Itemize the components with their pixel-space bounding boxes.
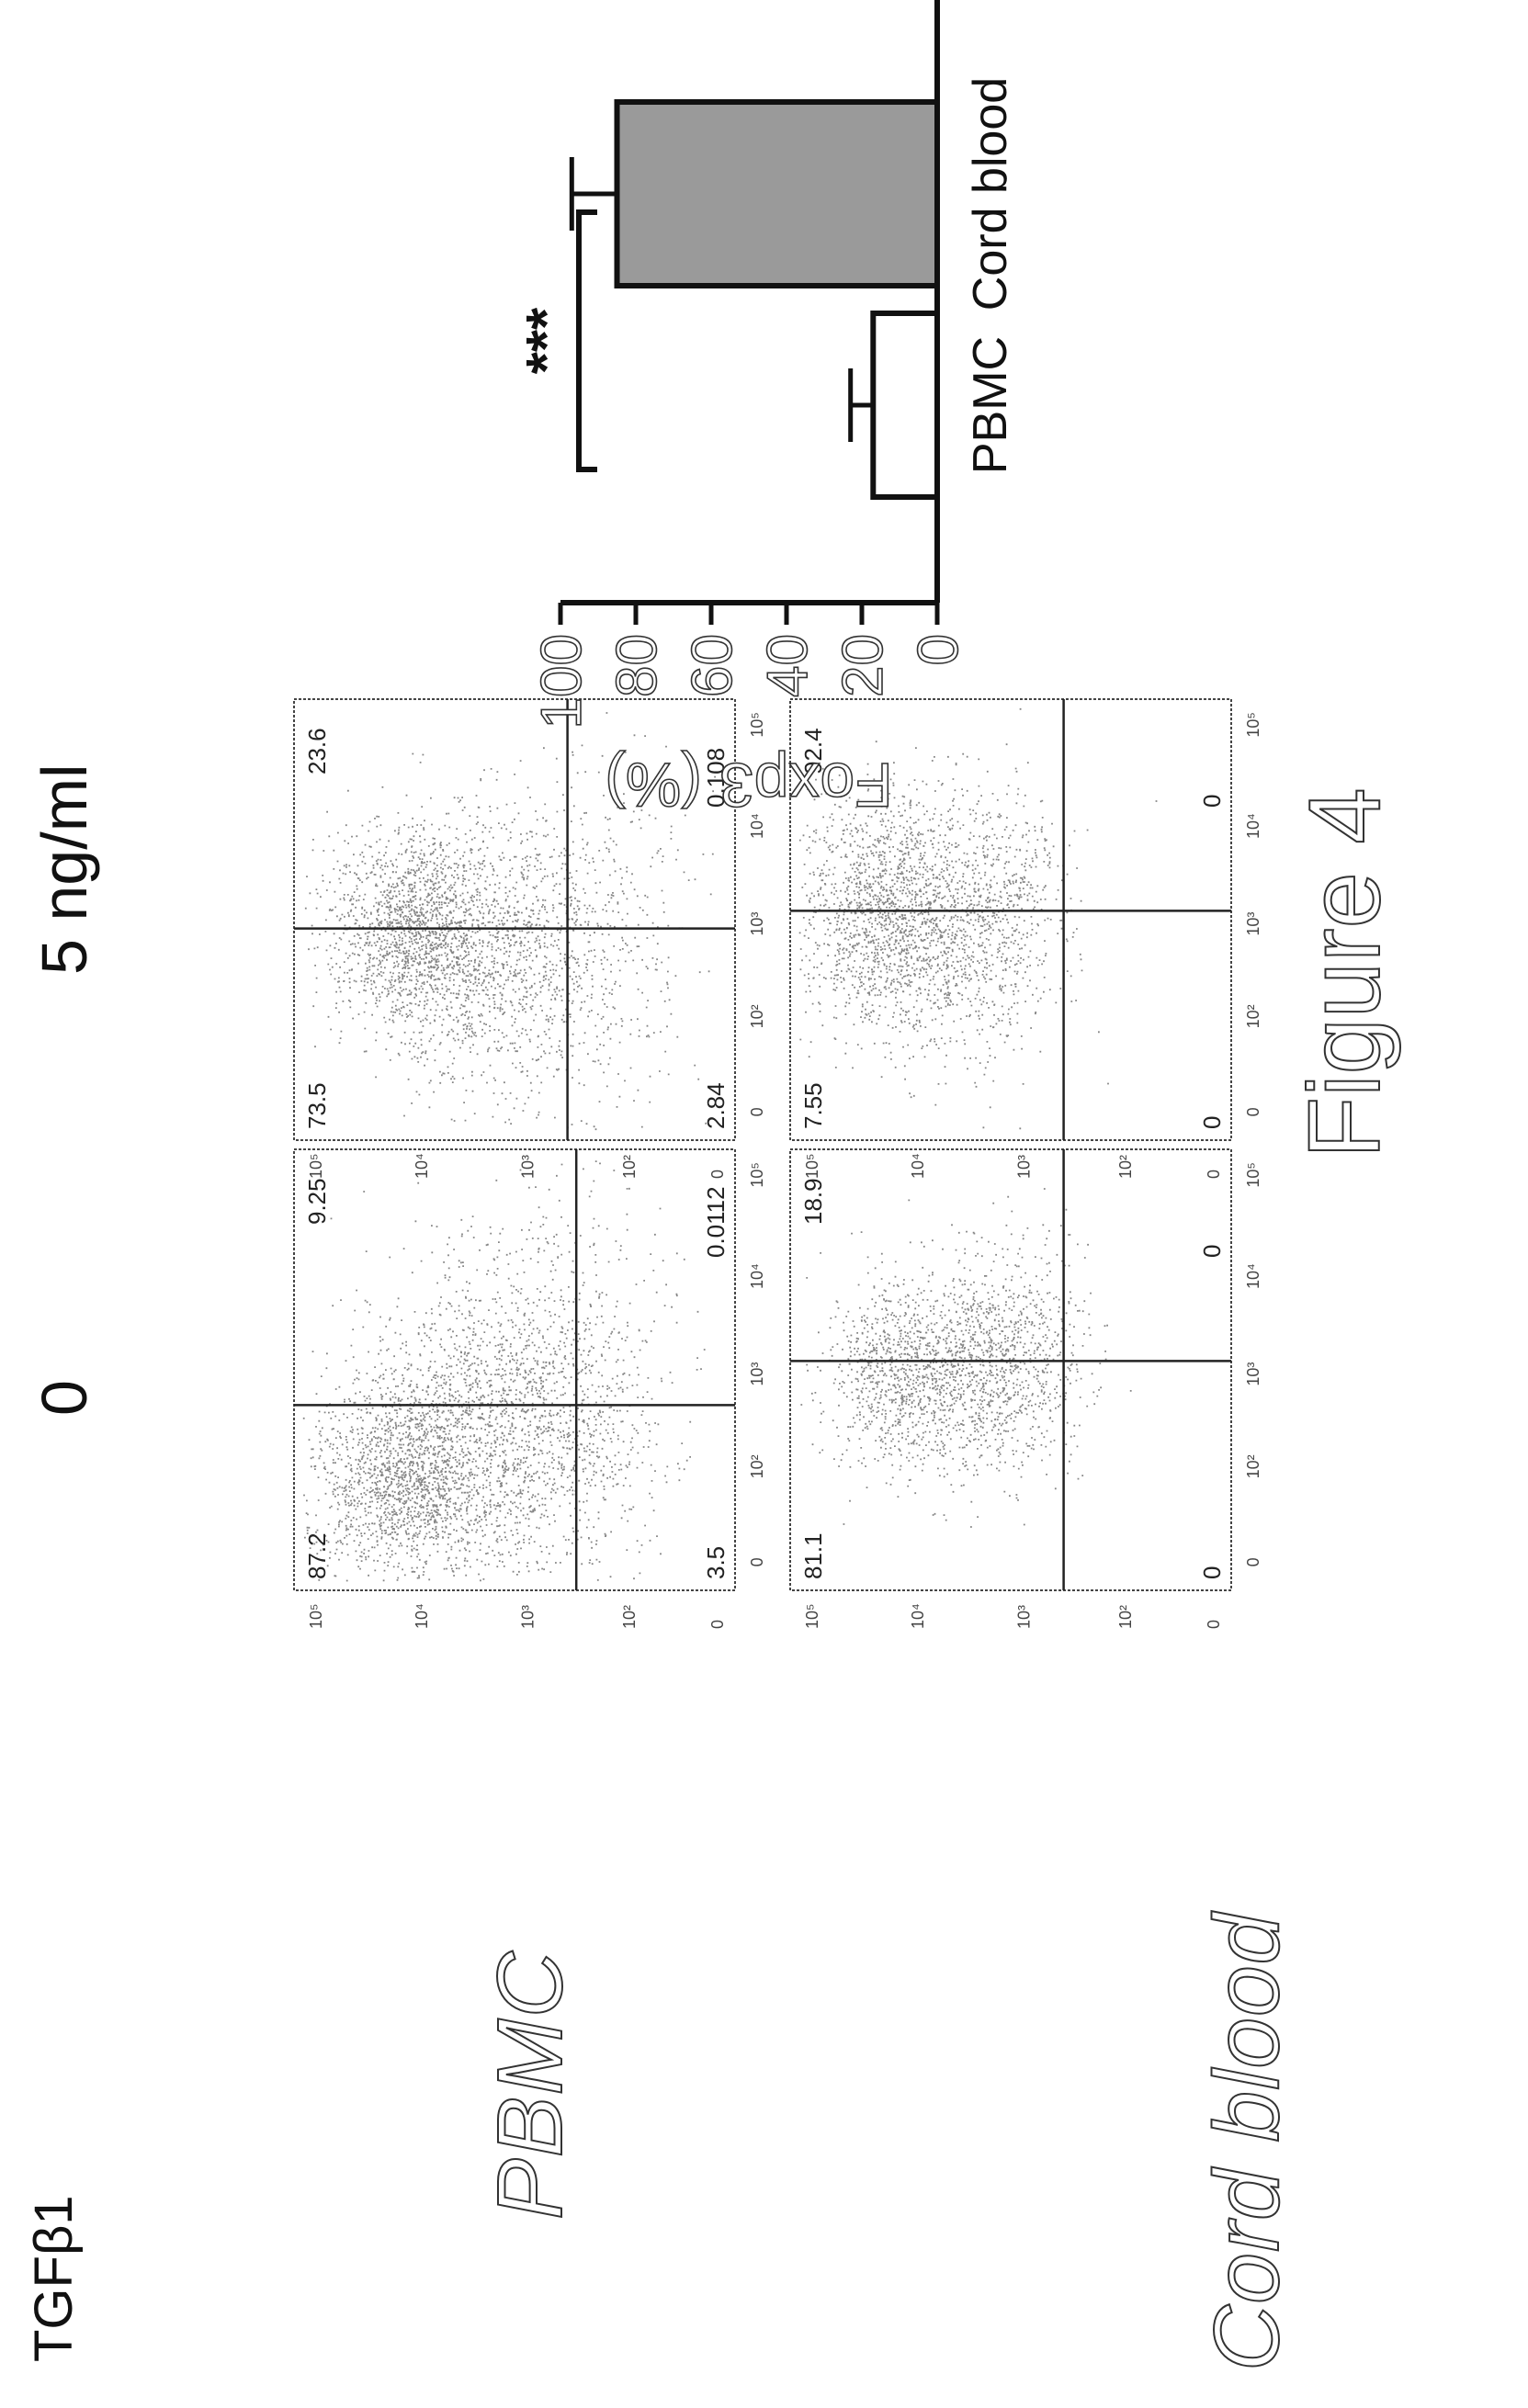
y-tick-label: 10⁴ — [909, 1153, 927, 1179]
y-tick-label: 40 — [756, 634, 820, 697]
quadrant-value-top-right: 92.4 — [799, 728, 827, 774]
y-tick-label: 0 — [1205, 1170, 1223, 1179]
quadrant-value-bottom-right: 0.0112 — [702, 1186, 730, 1258]
x-tick-label: 10⁴ — [748, 1263, 766, 1289]
y-tick-label: 0 — [708, 1620, 727, 1629]
flow-scatter-points — [304, 712, 721, 1131]
x-tick-label: 10⁵ — [748, 1162, 766, 1187]
flow-panel: 7.55 92.4 0 0 0 0 10² 10² 10³ 10³ 10⁴ 10⁴ 10⁵ 10⁵ — [789, 698, 1262, 1179]
x-tick-label: 10³ — [1244, 1362, 1262, 1386]
y-tick-label: 20 — [832, 634, 895, 697]
x-tick-label: 10² — [1244, 1004, 1262, 1028]
flow-panel: 73.5 23.6 2.84 0.108 0 0 10² 10² 10³ 10³ 10⁴ 10⁴ 10⁵… — [293, 698, 766, 1179]
x-tick-label: 10² — [1244, 1454, 1262, 1478]
x-category-label: Cord blood — [964, 77, 1017, 311]
y-tick-label: 10² — [1116, 1605, 1135, 1629]
flow-panel-frame — [293, 698, 736, 1141]
y-tick-label: 10³ — [518, 1605, 537, 1629]
y-tick-label: 80 — [606, 634, 669, 697]
y-tick-label: 10³ — [1014, 1605, 1033, 1629]
y-tick-label: 10² — [620, 1605, 639, 1629]
flow-panel-frame — [789, 698, 1232, 1141]
x-tick-label: 0 — [748, 1107, 766, 1116]
y-tick-label: 10⁵ — [307, 1604, 325, 1629]
quadrant-value-bottom-right: 0 — [1198, 795, 1226, 808]
x-tick-label: 10⁵ — [748, 712, 766, 737]
bar-cord-blood — [614, 99, 940, 288]
quadrant-value-top-left: 73.5 — [303, 1082, 331, 1129]
quadrant-value-top-left: 81.1 — [799, 1532, 827, 1579]
y-tick-label: 10² — [620, 1155, 639, 1179]
flow-panel: 87.2 9.25 3.5 0.0112 0 0 10² 10² 10³ 10³ 10⁴ 10⁴ 10⁵… — [293, 1148, 766, 1629]
quadrant-value-bottom-right: 0 — [1198, 1245, 1226, 1258]
flow-scatter-points — [798, 707, 1158, 1130]
x-tick-label: 0 — [748, 1557, 766, 1566]
y-tick-label: 10⁵ — [307, 1154, 325, 1179]
y-tick-label: 10⁴ — [413, 1603, 431, 1629]
y-tick-label: 10³ — [1014, 1155, 1033, 1179]
x-tick-label: 10² — [748, 1454, 766, 1478]
y-tick-label: 10⁴ — [413, 1153, 431, 1179]
bar-pbmc — [870, 311, 940, 500]
quadrant-value-top-right: 23.6 — [303, 728, 331, 774]
x-tick-label: 10⁴ — [748, 813, 766, 839]
x-tick-label: 10⁴ — [1244, 813, 1262, 839]
y-tick-label: 10² — [1116, 1155, 1135, 1179]
flow-panel: 81.1 18.9 0 0 0 0 10² 10² 10³ 10³ 10⁴ 10⁴ 10⁵ 10⁵ — [789, 1148, 1262, 1629]
x-tick-label: 10² — [748, 1004, 766, 1028]
x-tick-label: 10⁵ — [1244, 1162, 1262, 1187]
y-axis-title: Foxp3 (%) — [605, 750, 893, 820]
quadrant-value-bottom-left: 2.84 — [702, 1082, 730, 1129]
quadrant-value-top-right: 18.9 — [799, 1178, 827, 1225]
y-tick-label: 10⁴ — [909, 1603, 927, 1629]
y-tick-label: 100 — [530, 634, 594, 729]
y-tick-label: 0 — [907, 634, 970, 665]
y-tick-label: 10⁵ — [803, 1154, 821, 1179]
y-tick-label: 60 — [681, 634, 744, 697]
y-tick-label: 0 — [708, 1170, 727, 1179]
y-tick-label: 10³ — [518, 1155, 537, 1179]
y-tick-label: 10⁵ — [803, 1604, 821, 1629]
quadrant-value-bottom-left: 3.5 — [702, 1546, 730, 1579]
flow-scatter-points — [302, 1160, 706, 1582]
x-category-label: PBMC — [964, 336, 1017, 474]
x-tick-label: 0 — [1244, 1557, 1262, 1566]
y-tick-label: 0 — [1205, 1620, 1223, 1629]
significance-bracket — [576, 209, 597, 472]
quadrant-value-bottom-left: 0 — [1198, 1116, 1226, 1129]
x-tick-label: 10³ — [748, 912, 766, 936]
x-tick-label: 10³ — [1244, 912, 1262, 936]
quadrant-value-bottom-right: 0.108 — [702, 748, 730, 808]
quadrant-value-bottom-left: 0 — [1198, 1566, 1226, 1579]
x-tick-label: 10⁵ — [1244, 712, 1262, 737]
quadrant-value-top-right: 9.25 — [303, 1178, 331, 1225]
x-tick-label: 10³ — [748, 1362, 766, 1386]
significance-label: *** — [515, 307, 579, 374]
quadrant-value-top-left: 7.55 — [799, 1082, 827, 1129]
quadrant-value-top-left: 87.2 — [303, 1532, 331, 1579]
x-tick-label: 0 — [1244, 1107, 1262, 1116]
x-tick-label: 10⁴ — [1244, 1263, 1262, 1289]
